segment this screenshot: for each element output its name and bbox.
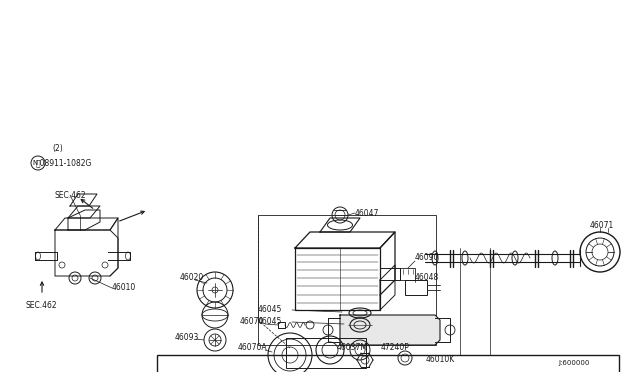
Text: 46070A: 46070A <box>238 343 268 353</box>
Text: SEC.462: SEC.462 <box>54 190 86 199</box>
Text: 46047: 46047 <box>355 208 380 218</box>
Bar <box>400 268 415 280</box>
Text: N: N <box>33 160 38 166</box>
Text: 46045: 46045 <box>258 317 282 327</box>
Text: 46071: 46071 <box>590 221 614 230</box>
Text: 46070: 46070 <box>240 317 264 327</box>
Bar <box>157 355 619 372</box>
Text: 46045: 46045 <box>258 305 282 314</box>
Text: 46093: 46093 <box>175 333 200 341</box>
Bar <box>258 215 436 345</box>
Polygon shape <box>340 315 440 345</box>
Text: 46090: 46090 <box>415 253 440 263</box>
Text: SEC.462: SEC.462 <box>25 301 56 310</box>
Text: J:600000: J:600000 <box>559 360 590 366</box>
Text: ⓝ08911-1082G: ⓝ08911-1082G <box>36 158 92 167</box>
Text: (2): (2) <box>52 144 63 153</box>
Bar <box>405 280 427 295</box>
Text: 46037M: 46037M <box>337 343 367 353</box>
Bar <box>286 338 366 368</box>
Text: 46010K: 46010K <box>426 356 454 365</box>
Text: 46010: 46010 <box>112 283 136 292</box>
Text: 47240P: 47240P <box>381 343 410 353</box>
Text: 46020: 46020 <box>180 273 204 282</box>
Text: 46048: 46048 <box>415 273 439 282</box>
